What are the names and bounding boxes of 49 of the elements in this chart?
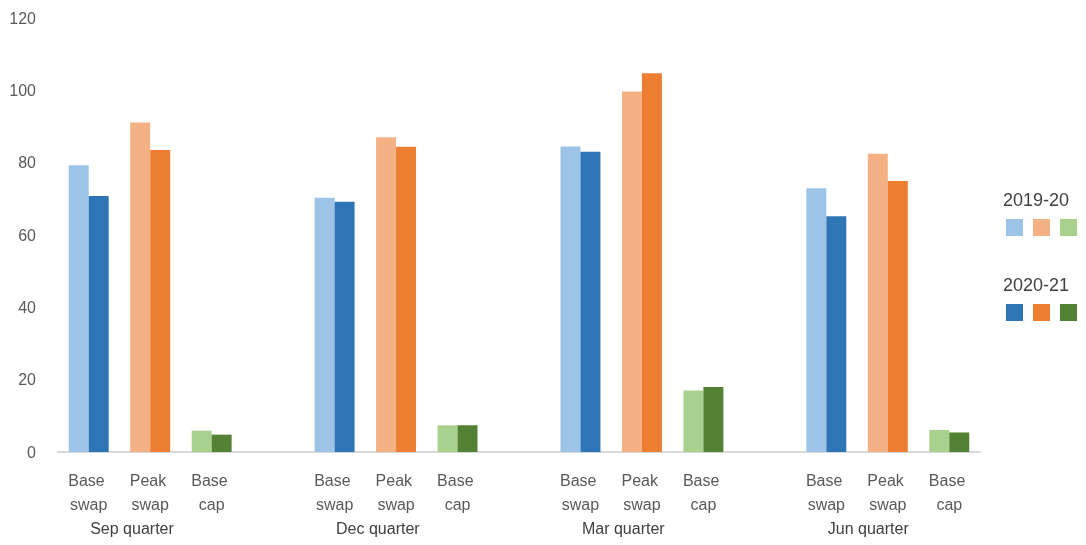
bar [867, 153, 888, 452]
y-tick-label: 20 [18, 371, 37, 389]
x-tick-label: Base cap [191, 471, 233, 513]
bar [560, 146, 581, 452]
text: 2020-21 [1003, 275, 1071, 296]
text: Mar quarter [581, 519, 666, 537]
x-tick-label: Base swap [314, 471, 356, 513]
x-tick-label: Base cap [682, 471, 724, 513]
y-tick-label: 120 [9, 9, 37, 27]
bar [641, 73, 662, 452]
bar [68, 165, 89, 452]
x-tick-label: Base swap [805, 471, 847, 513]
bar [621, 91, 642, 452]
bar [211, 434, 232, 452]
bar [130, 122, 151, 452]
bar [580, 151, 601, 452]
bar [683, 390, 704, 452]
bar [191, 430, 212, 452]
y-tick-label: 100 [9, 81, 37, 99]
x-tick-label: Base cap [928, 471, 970, 513]
bar [376, 137, 397, 452]
x-tick-label: Base swap [68, 471, 110, 513]
bar [314, 197, 335, 452]
x-tick-label: Peak swap [867, 471, 909, 513]
x-tick-label: Base cap [437, 471, 478, 513]
y-tick-label: 80 [18, 154, 37, 172]
bar [396, 146, 417, 452]
text: Jun quarter [827, 519, 910, 537]
bar [826, 216, 847, 452]
bar [703, 386, 724, 452]
bar [334, 201, 355, 452]
bar [949, 432, 970, 452]
x-tick-label: Peak swap [375, 471, 417, 513]
x-tick-label: Peak swap [129, 471, 171, 513]
bar [88, 195, 109, 452]
x-tick-label: Peak swap [621, 471, 663, 513]
y-tick-label: 60 [18, 226, 37, 244]
text: 2019-20 [1003, 190, 1071, 211]
text: Sep quarter [90, 519, 175, 537]
bar [437, 425, 458, 452]
bar [457, 425, 478, 452]
bar [150, 150, 171, 452]
y-tick-label: 40 [18, 298, 37, 316]
bar [806, 188, 827, 452]
y-tick-label: 0 [27, 443, 37, 461]
x-tick-label: Base swap [560, 471, 601, 513]
bar [929, 429, 950, 452]
bar [887, 181, 908, 452]
text: Dec quarter [336, 519, 421, 537]
